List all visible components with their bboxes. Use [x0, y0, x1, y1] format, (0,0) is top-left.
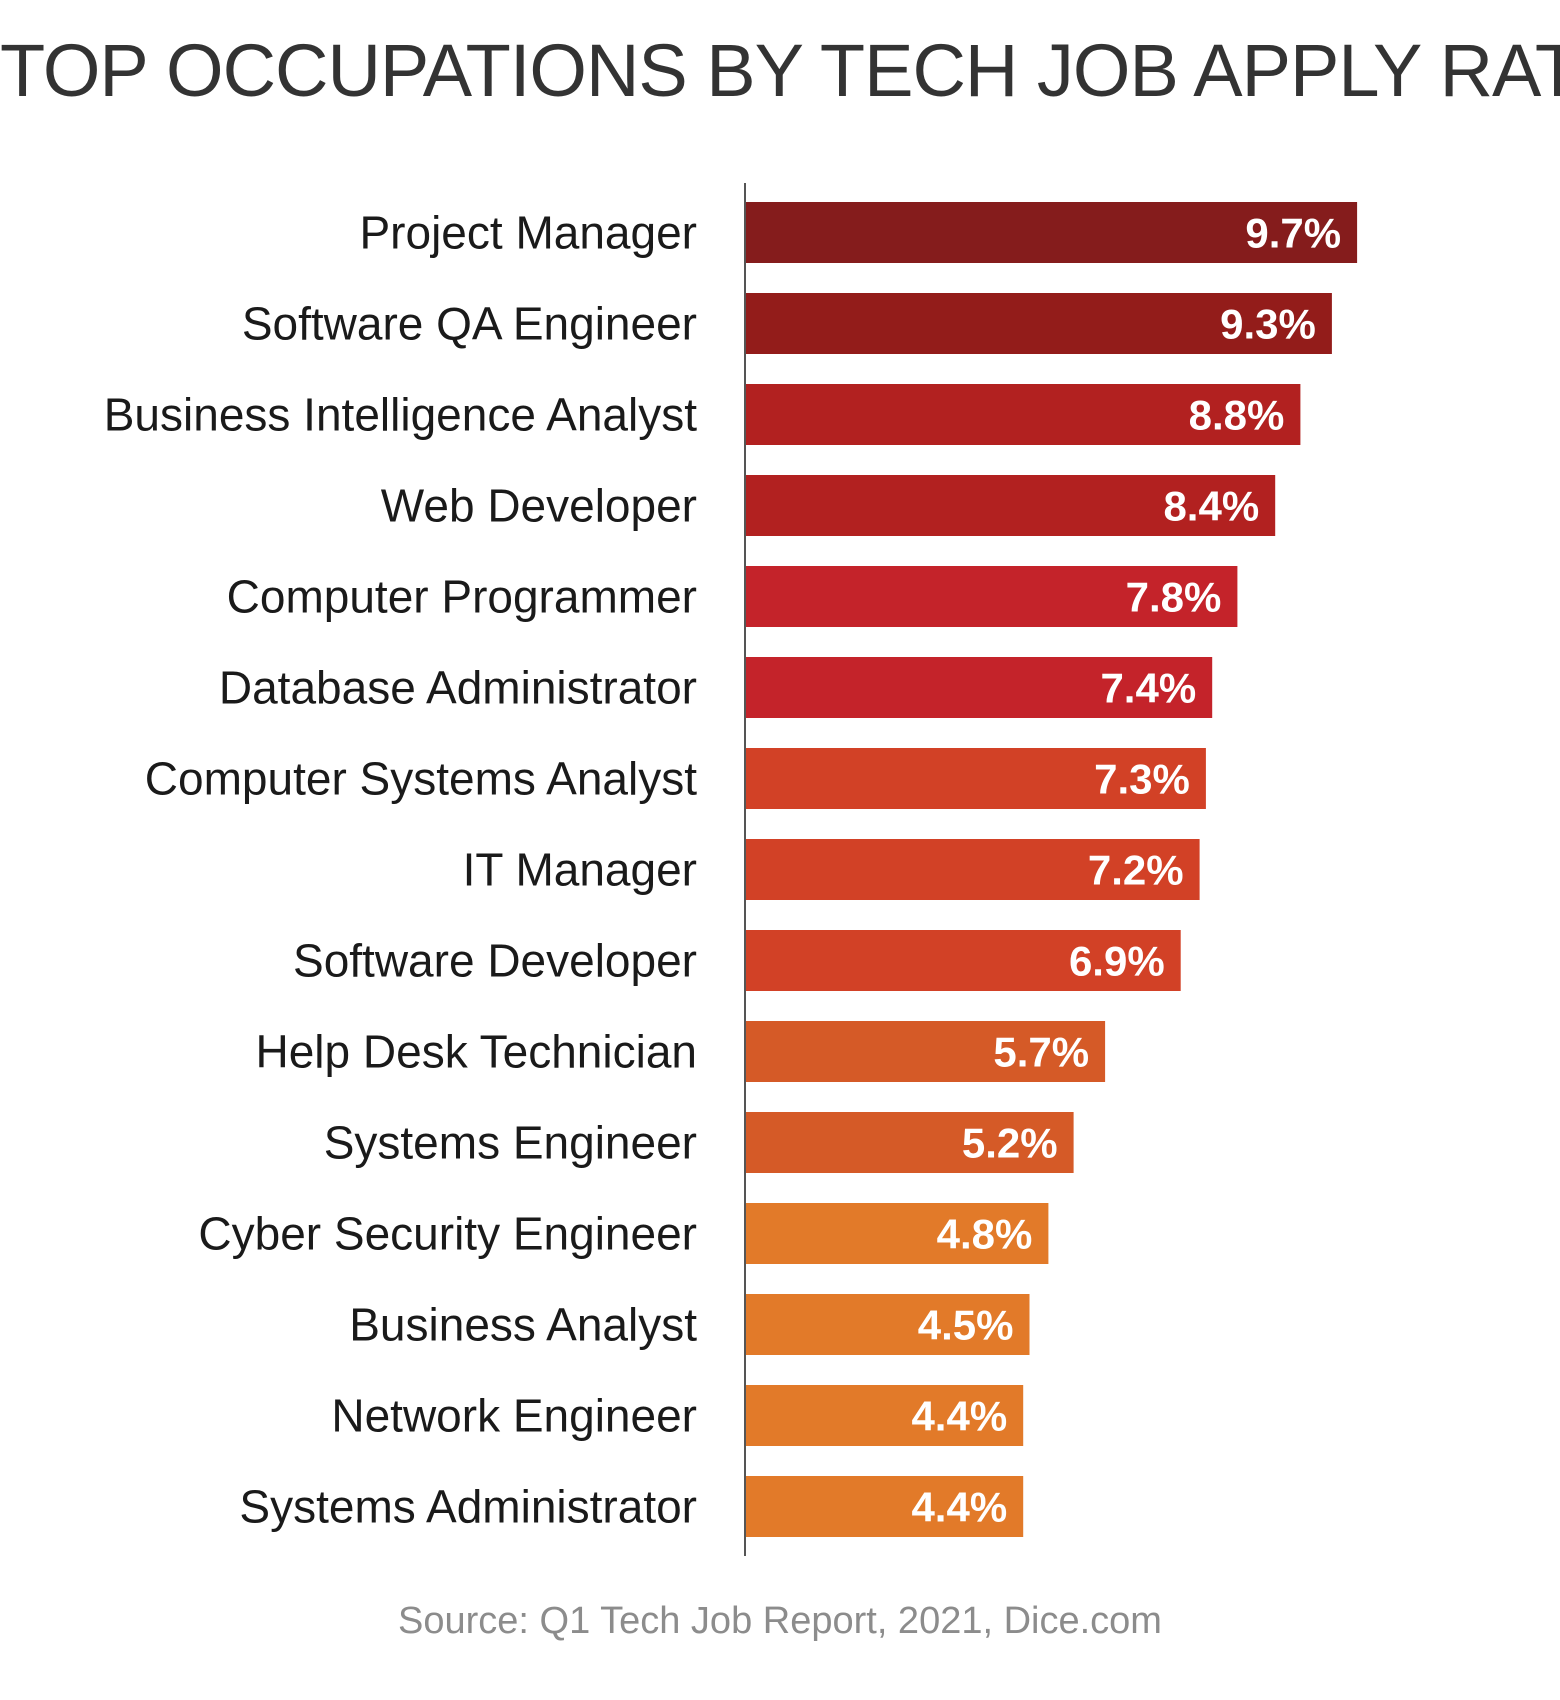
category-label: IT Manager: [463, 844, 697, 896]
value-label: 7.4%: [1100, 665, 1196, 712]
category-label: Business Analyst: [349, 1299, 697, 1351]
category-label: Software Developer: [293, 935, 697, 987]
bar: [746, 1385, 1024, 1446]
category-label: Systems Engineer: [324, 1117, 697, 1169]
value-label: 4.4%: [911, 1393, 1007, 1440]
source-note: Source: Q1 Tech Job Report, 2021, Dice.c…: [398, 1600, 1162, 1642]
bar: [746, 657, 1213, 718]
value-label: 4.8%: [937, 1211, 1033, 1258]
value-label: 8.4%: [1163, 483, 1259, 530]
bar: [746, 475, 1276, 536]
value-label: 4.4%: [911, 1484, 1007, 1531]
bar: [746, 748, 1206, 809]
value-label: 8.8%: [1189, 392, 1285, 439]
bar: [746, 293, 1332, 354]
bar: [746, 1021, 1106, 1082]
category-label: Project Manager: [360, 207, 698, 259]
category-label: Database Administrator: [219, 662, 697, 714]
value-label: 9.3%: [1220, 301, 1316, 348]
value-label: 7.2%: [1088, 847, 1184, 894]
category-label: Help Desk Technician: [256, 1026, 698, 1078]
bar: [746, 566, 1238, 627]
bar: [746, 930, 1181, 991]
bar: [746, 1294, 1030, 1355]
bar: [746, 1203, 1049, 1264]
bar: [746, 202, 1358, 263]
bar: [746, 839, 1200, 900]
bar: [746, 384, 1301, 445]
value-label: 5.2%: [962, 1120, 1058, 1167]
value-label: 6.9%: [1069, 938, 1165, 985]
value-label: 4.5%: [918, 1302, 1014, 1349]
category-label: Computer Systems Analyst: [145, 753, 697, 805]
category-label: Systems Administrator: [239, 1481, 697, 1533]
category-label: Software QA Engineer: [242, 298, 697, 350]
value-label: 7.3%: [1094, 756, 1190, 803]
chart-title: TOP OCCUPATIONS BY TECH JOB APPLY RATE: [0, 29, 1560, 112]
category-label: Cyber Security Engineer: [198, 1208, 697, 1260]
bar: [746, 1112, 1074, 1173]
value-label: 7.8%: [1126, 574, 1222, 621]
category-label: Computer Programmer: [227, 571, 697, 623]
value-label: 9.7%: [1245, 210, 1341, 257]
category-label: Network Engineer: [331, 1390, 697, 1442]
category-label: Business Intelligence Analyst: [104, 389, 697, 441]
category-label: Web Developer: [381, 480, 697, 532]
bar: [746, 1476, 1024, 1537]
value-label: 5.7%: [993, 1029, 1089, 1076]
